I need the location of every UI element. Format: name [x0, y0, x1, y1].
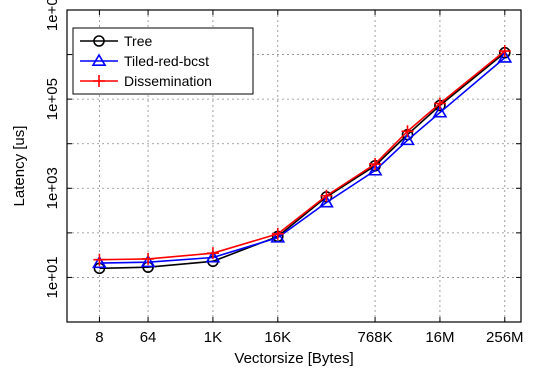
- x-tick-label: 1K: [204, 329, 222, 346]
- data-point-circle: [93, 35, 105, 47]
- legend-label: Tree: [124, 33, 152, 49]
- data-point-plus: [93, 253, 106, 266]
- data-point-plus: [401, 125, 414, 138]
- data-point-plus: [142, 252, 155, 265]
- y-axis-title: Latency [us]: [11, 126, 28, 207]
- data-point-plus: [320, 189, 333, 202]
- data-point-triangle: [319, 194, 334, 208]
- x-tick-label: 64: [140, 329, 157, 346]
- y-tick-label: 1e+03: [44, 167, 61, 209]
- data-point-plus: [206, 247, 219, 260]
- data-point-triangle: [270, 230, 286, 243]
- x-tick-label: 256M: [486, 329, 524, 346]
- y-tick-label: 1e+01: [44, 256, 61, 298]
- axis-ticks: 8 64 1K 16K 768K 16M 256M 1e+01 1e+03 1e+05 1e+07: [44, 0, 524, 346]
- data-point-triangle: [140, 254, 156, 268]
- legend-entry: Tree: [80, 33, 152, 49]
- series-tiled-red-bcst: [92, 50, 513, 269]
- legend: Tree Tiled-red-bcst Dissemination: [72, 27, 254, 95]
- series-dissemination: [93, 45, 511, 266]
- data-point-triangle: [400, 132, 415, 146]
- data-point-triangle: [92, 255, 107, 269]
- data-point-plus: [433, 97, 446, 110]
- legend-entry: Dissemination: [80, 73, 212, 89]
- x-tick-label: 768K: [358, 329, 393, 346]
- data-point-triangle: [91, 53, 107, 66]
- x-tick-label: 16M: [425, 329, 454, 346]
- data-point-triangle: [205, 249, 221, 263]
- plot-frame: [66, 9, 522, 323]
- x-axis-title: Vectorsize [Bytes]: [234, 350, 353, 367]
- data-point-plus: [93, 75, 105, 87]
- data-point-triangle: [497, 50, 513, 63]
- x-tick-label: 16K: [264, 329, 291, 346]
- y-tick-label: 1e+07: [44, 0, 61, 31]
- legend-entry: Tiled-red-bcst: [80, 53, 209, 69]
- data-point-plus: [369, 158, 382, 171]
- legend-label: Tiled-red-bcst: [124, 53, 209, 69]
- data-point-triangle: [367, 162, 383, 176]
- y-tick-label: 1e+05: [44, 78, 61, 120]
- series-line: [99, 57, 506, 264]
- x-tick-label: 8: [95, 329, 103, 346]
- data-point-triangle: [432, 104, 448, 118]
- data-point-plus: [271, 227, 284, 240]
- legend-label: Dissemination: [124, 73, 212, 89]
- data-point-plus: [498, 45, 511, 58]
- series-layer: [92, 45, 513, 275]
